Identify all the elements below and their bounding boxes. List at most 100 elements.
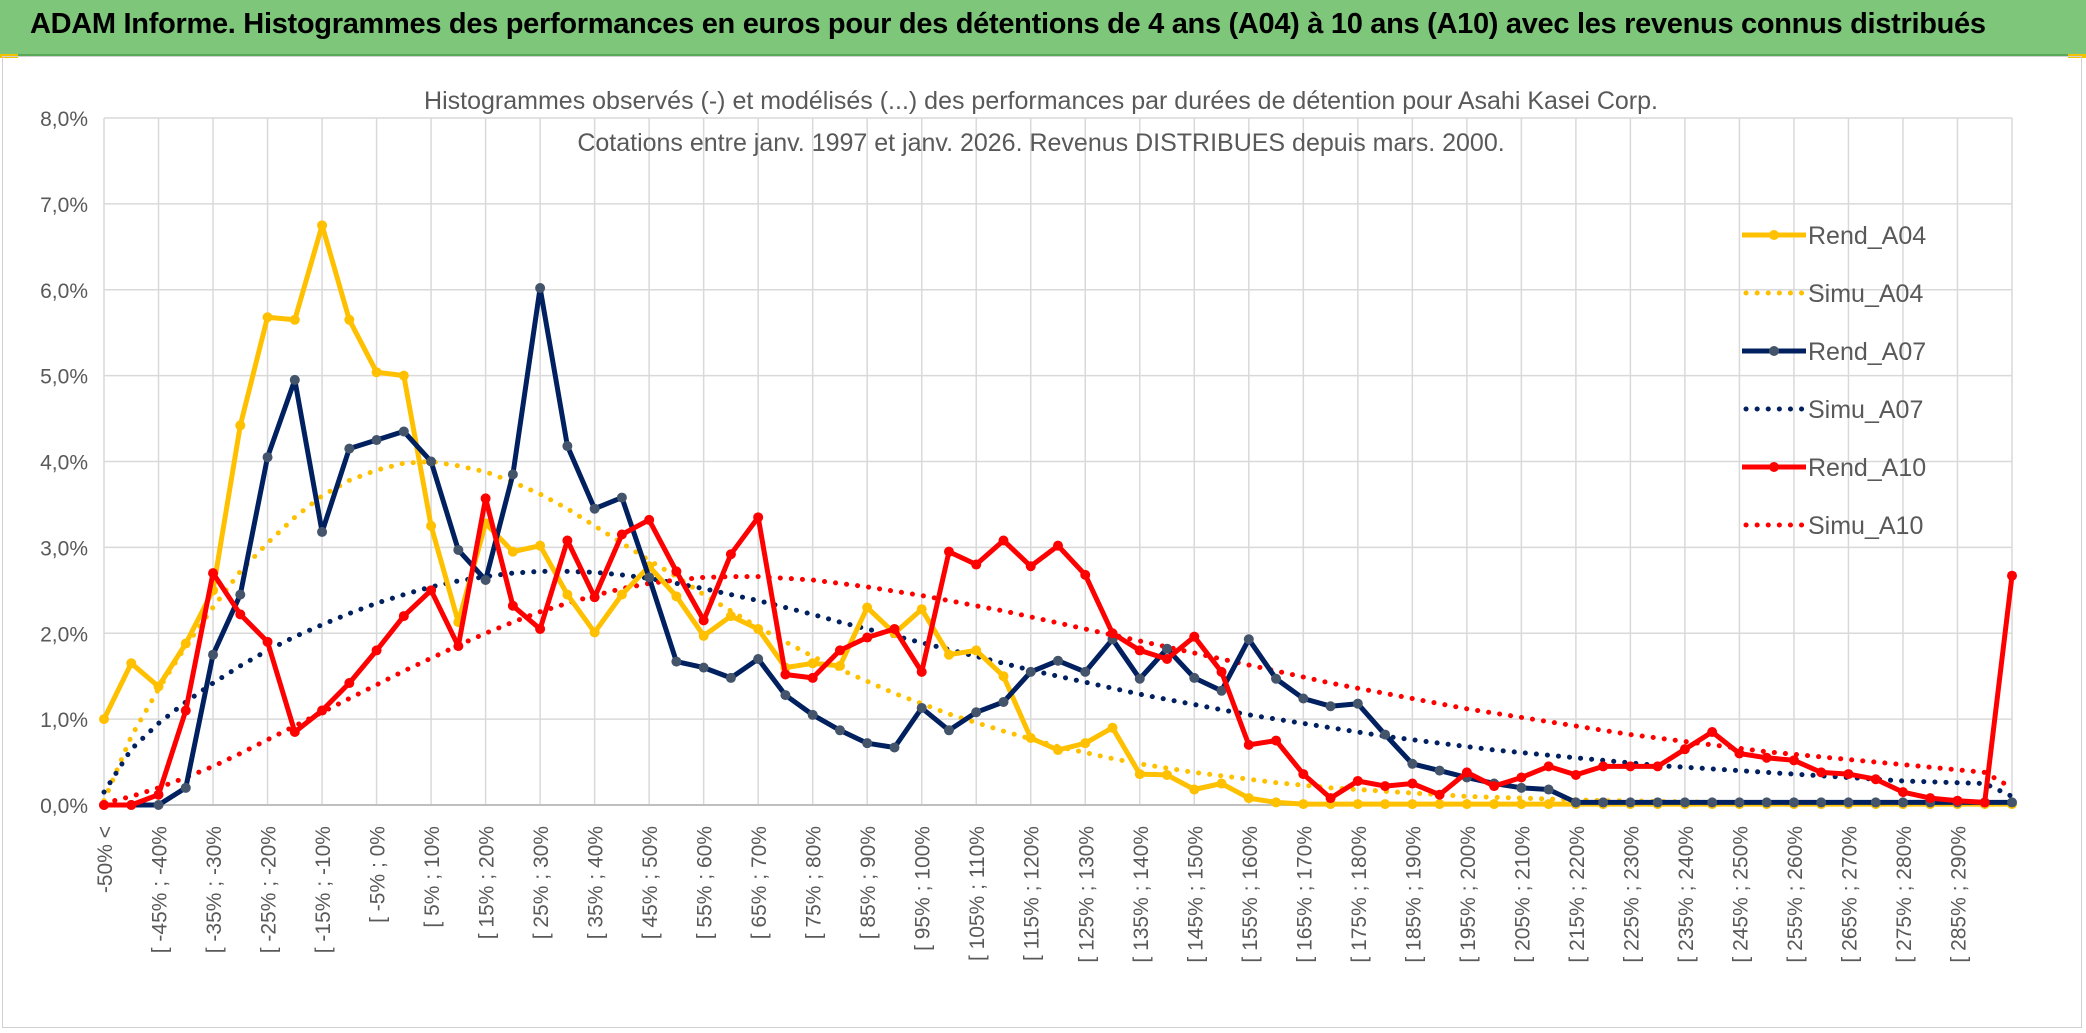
data-point (344, 443, 355, 454)
data-point (507, 469, 518, 480)
x-tick-label: [ 115% ; 120% (1021, 826, 1044, 961)
data-point (1870, 774, 1881, 785)
data-point (1189, 672, 1200, 683)
x-tick-label: [ 85% ; 90% (857, 826, 880, 939)
data-point (1788, 755, 1799, 766)
data-point (426, 456, 437, 467)
data-point (1080, 569, 1091, 580)
data-point (562, 441, 573, 452)
data-point (725, 549, 736, 560)
x-tick-label: [ 55% ; 60% (694, 826, 717, 939)
data-point (99, 714, 109, 725)
data-point (1461, 799, 1472, 810)
y-tick-label: 3,0% (40, 537, 88, 560)
data-point (1816, 767, 1827, 778)
data-point (235, 609, 246, 620)
data-point (807, 658, 818, 669)
data-point (126, 800, 137, 810)
data-point (916, 604, 927, 615)
series-rend-a07 (99, 283, 2017, 810)
x-tick-label: [ 65% ; 70% (748, 826, 771, 939)
data-point (644, 572, 655, 583)
chart-subtitle: Cotations entre janv. 1997 et janv. 2026… (577, 129, 1504, 157)
x-tick-label: [ 275% ; 280% (1893, 826, 1916, 963)
data-point (1652, 797, 1663, 808)
data-point (671, 591, 682, 602)
data-point (1025, 733, 1036, 744)
data-point (943, 546, 954, 557)
x-tick-label: [ 185% ; 190% (1402, 826, 1425, 963)
x-tick-label: [ 15% ; 20% (476, 826, 499, 939)
data-point (99, 800, 109, 810)
data-point (371, 645, 382, 656)
data-point (535, 540, 546, 551)
x-tick-label: [ 225% ; 230% (1620, 826, 1643, 963)
data-point (616, 529, 627, 540)
data-point (180, 782, 191, 793)
data-point (262, 452, 273, 463)
data-point (1080, 666, 1091, 677)
data-point (398, 426, 409, 437)
data-point (1788, 797, 1799, 808)
data-point (753, 623, 764, 634)
x-tick-label: [ 285% ; 290% (1947, 826, 1970, 963)
chart-legend: Rend_A04 Simu_A04 Rend_A07 Simu_A07 Rend_A10… (1742, 222, 1926, 540)
data-point (916, 666, 927, 677)
x-tick-label: [ 165% ; 170% (1293, 826, 1316, 963)
chart-grid (103, 117, 2013, 806)
data-point (398, 611, 409, 622)
data-point (644, 514, 655, 525)
x-tick-label: [ 45% ; 50% (639, 826, 662, 939)
x-tick-label: [ 35% ; 40% (585, 826, 608, 939)
data-point (317, 526, 328, 537)
legend-label: Simu_A10 (1808, 512, 1923, 540)
data-point (1434, 799, 1445, 810)
data-point (1325, 701, 1336, 712)
y-tick-label: 4,0% (40, 452, 88, 475)
data-point (1107, 722, 1118, 733)
data-point (698, 630, 709, 641)
x-tick-label: [ 205% ; 210% (1511, 826, 1534, 963)
data-point (1570, 797, 1581, 808)
data-point (807, 672, 818, 683)
data-point (834, 660, 845, 671)
data-point (1870, 797, 1881, 808)
x-tick-label: [ 215% ; 220% (1566, 826, 1589, 963)
y-tick-label: 6,0% (40, 280, 88, 303)
x-tick-label: [ -35% ; -30% (203, 826, 226, 953)
data-point (1516, 782, 1527, 793)
x-tick-label: [ 195% ; 200% (1457, 826, 1480, 963)
series-rend-a04 (99, 220, 2017, 810)
data-point (834, 725, 845, 736)
data-point (453, 544, 464, 555)
data-point (1298, 693, 1309, 704)
data-point (1352, 775, 1363, 786)
legend-label: Rend_A04 (1808, 222, 1926, 250)
data-point (1216, 666, 1227, 677)
data-point (1652, 761, 1663, 772)
data-point (289, 314, 300, 325)
data-point (1298, 799, 1309, 810)
legend-item-rend-a04: Rend_A04 (1742, 222, 1926, 250)
x-tick-label: [ 265% ; 270% (1838, 826, 1861, 963)
x-tick-label: [ -15% ; -10% (312, 826, 335, 953)
series-simu-a07 (101, 568, 2015, 799)
data-point (1025, 666, 1036, 677)
x-tick-label: [ 125% ; 130% (1075, 826, 1098, 963)
chart-title: Histogrammes observés (-) et modélisés (… (424, 87, 1658, 115)
data-point (1979, 797, 1990, 808)
series-line (101, 222, 2012, 807)
data-point (398, 370, 409, 381)
y-tick-label: 5,0% (40, 366, 88, 389)
data-point (971, 559, 982, 570)
chart-frame (2, 56, 2082, 1028)
data-point (1189, 784, 1200, 795)
data-point (889, 623, 900, 634)
data-point (1189, 631, 1200, 642)
data-point (1216, 778, 1227, 789)
data-point (753, 654, 764, 665)
x-tick-label: [ -45% ; -40% (149, 826, 172, 953)
data-point (971, 707, 982, 718)
data-point (1380, 729, 1391, 740)
x-tick-label: [ 245% ; 250% (1729, 826, 1752, 963)
